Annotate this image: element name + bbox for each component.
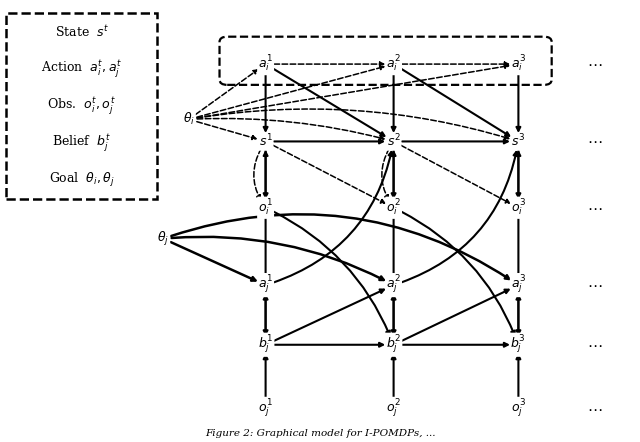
FancyArrowPatch shape <box>197 65 509 118</box>
FancyArrowPatch shape <box>264 150 268 197</box>
FancyArrowPatch shape <box>392 152 396 277</box>
FancyArrowPatch shape <box>254 149 261 199</box>
Text: State  $s^t$: State $s^t$ <box>54 24 109 40</box>
FancyArrowPatch shape <box>382 149 389 199</box>
Text: Goal  $\theta_i, \theta_j$: Goal $\theta_i, \theta_j$ <box>49 171 115 189</box>
FancyBboxPatch shape <box>220 37 552 85</box>
Text: $\cdots$: $\cdots$ <box>588 57 603 71</box>
Text: $a_i^3$: $a_i^3$ <box>511 54 526 74</box>
FancyArrowPatch shape <box>171 214 509 279</box>
Text: $s^2$: $s^2$ <box>387 133 401 150</box>
FancyArrowPatch shape <box>264 355 268 400</box>
Text: $\cdots$: $\cdots$ <box>588 201 603 215</box>
FancyArrowPatch shape <box>273 152 392 282</box>
FancyArrowPatch shape <box>273 69 385 136</box>
Text: $o_i^2$: $o_i^2$ <box>386 198 401 218</box>
Text: $o_j^2$: $o_j^2$ <box>386 398 401 420</box>
Text: $\theta_i$: $\theta_i$ <box>183 111 195 127</box>
FancyArrowPatch shape <box>392 150 396 197</box>
FancyArrowPatch shape <box>402 343 508 347</box>
FancyArrowPatch shape <box>264 293 268 334</box>
Text: Action  $a_i^t, a_j^t$: Action $a_i^t, a_j^t$ <box>41 58 122 80</box>
Text: $b_j^2$: $b_j^2$ <box>386 334 401 356</box>
FancyArrowPatch shape <box>264 72 268 131</box>
FancyArrowPatch shape <box>392 72 396 131</box>
Text: $\theta_j$: $\theta_j$ <box>157 230 169 248</box>
FancyArrowPatch shape <box>171 242 255 281</box>
FancyBboxPatch shape <box>6 13 157 199</box>
Text: Belief  $b_j^t$: Belief $b_j^t$ <box>52 133 111 154</box>
FancyArrowPatch shape <box>172 237 384 280</box>
FancyArrowPatch shape <box>401 211 515 335</box>
FancyArrowPatch shape <box>516 150 520 197</box>
Text: $\cdots$: $\cdots$ <box>588 278 603 292</box>
FancyArrowPatch shape <box>197 109 509 139</box>
FancyArrowPatch shape <box>516 355 520 400</box>
FancyArrowPatch shape <box>197 122 256 140</box>
FancyArrowPatch shape <box>516 296 520 336</box>
Text: Obs.  $o_i^t, o_j^t$: Obs. $o_i^t, o_j^t$ <box>47 95 116 117</box>
Text: $\cdots$: $\cdots$ <box>588 402 603 416</box>
Text: $o_j^1$: $o_j^1$ <box>258 398 273 420</box>
FancyArrowPatch shape <box>264 152 268 277</box>
Text: $a_j^3$: $a_j^3$ <box>511 274 526 296</box>
FancyArrowPatch shape <box>264 296 268 336</box>
FancyArrowPatch shape <box>273 145 385 203</box>
Text: $s^1$: $s^1$ <box>259 133 273 150</box>
Text: $\cdots$: $\cdots$ <box>588 134 603 149</box>
Text: Figure 2: Graphical model for I-POMDPs, ...: Figure 2: Graphical model for I-POMDPs, … <box>205 429 435 438</box>
FancyArrowPatch shape <box>401 69 509 136</box>
FancyArrowPatch shape <box>392 296 396 336</box>
Text: $o_j^3$: $o_j^3$ <box>511 398 526 420</box>
FancyArrowPatch shape <box>392 293 396 334</box>
FancyArrowPatch shape <box>402 140 508 143</box>
FancyArrowPatch shape <box>273 211 390 335</box>
FancyArrowPatch shape <box>274 343 383 347</box>
FancyArrowPatch shape <box>197 118 384 140</box>
FancyArrowPatch shape <box>402 62 508 66</box>
FancyArrowPatch shape <box>516 152 520 277</box>
Text: $a_i^2$: $a_i^2$ <box>386 54 401 74</box>
Text: $o_i^3$: $o_i^3$ <box>511 198 526 218</box>
FancyArrowPatch shape <box>401 290 509 341</box>
FancyArrowPatch shape <box>274 62 383 66</box>
Text: $\cdots$: $\cdots$ <box>588 338 603 352</box>
Text: $b_j^1$: $b_j^1$ <box>258 334 273 356</box>
Text: $a_j^1$: $a_j^1$ <box>258 274 273 296</box>
Text: $b_j^3$: $b_j^3$ <box>511 334 526 356</box>
FancyArrowPatch shape <box>197 66 384 117</box>
FancyArrowPatch shape <box>392 355 396 400</box>
Text: $a_j^2$: $a_j^2$ <box>386 274 401 296</box>
FancyArrowPatch shape <box>516 293 520 334</box>
FancyArrowPatch shape <box>196 70 257 114</box>
FancyArrowPatch shape <box>401 145 509 203</box>
Text: $o_i^1$: $o_i^1$ <box>258 198 273 218</box>
FancyArrowPatch shape <box>274 140 383 143</box>
FancyArrowPatch shape <box>273 290 384 341</box>
Text: $a_i^1$: $a_i^1$ <box>258 54 273 74</box>
FancyArrowPatch shape <box>401 152 517 282</box>
Text: $s^3$: $s^3$ <box>511 133 525 150</box>
FancyArrowPatch shape <box>516 72 520 131</box>
